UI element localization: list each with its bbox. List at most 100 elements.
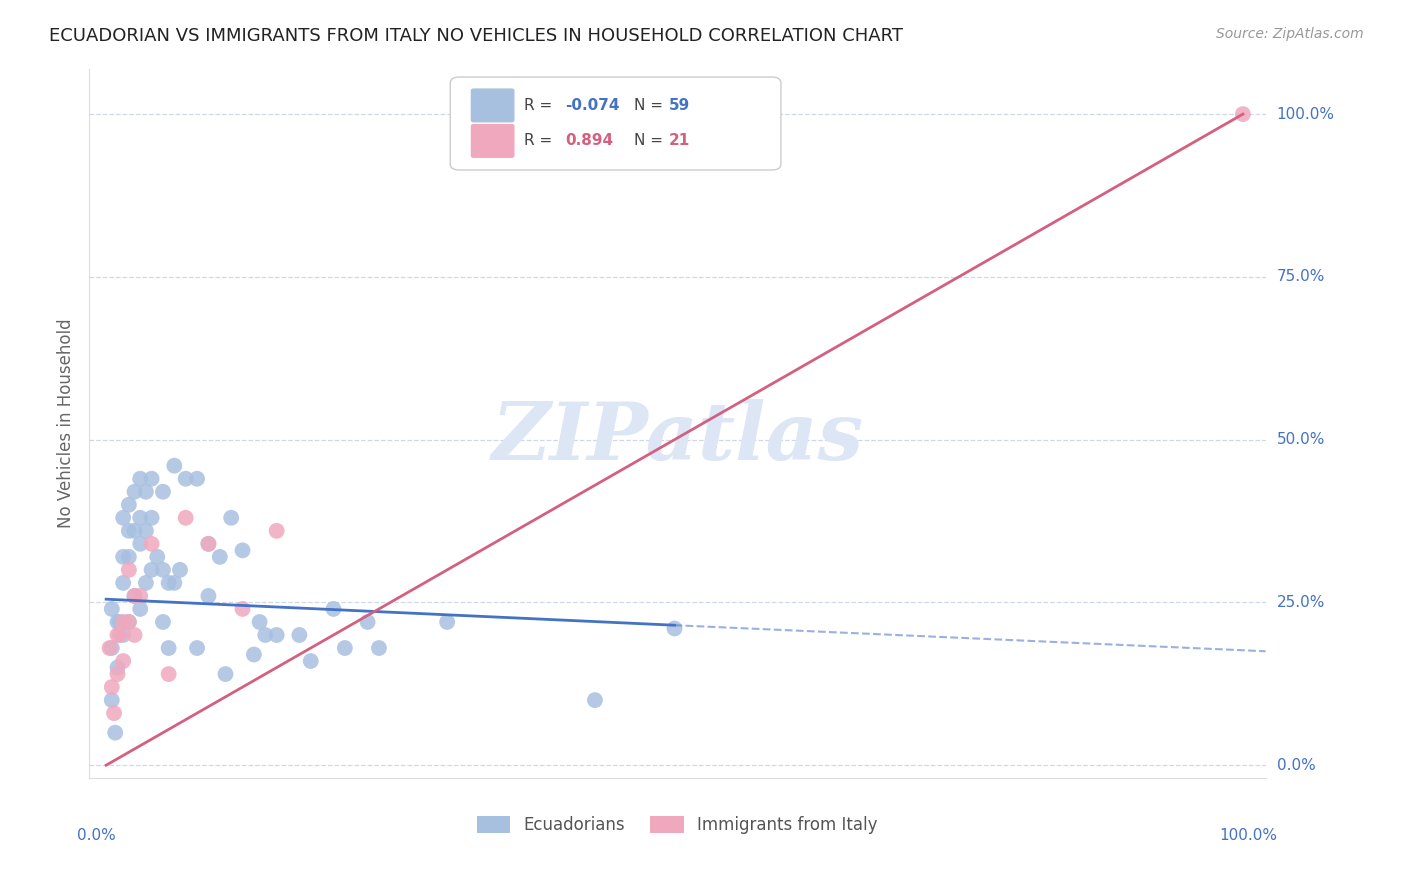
Point <box>174 510 197 524</box>
Point <box>163 575 186 590</box>
Point <box>208 549 231 564</box>
Point <box>112 510 135 524</box>
Point <box>112 615 135 629</box>
FancyBboxPatch shape <box>471 125 513 157</box>
Point <box>112 575 135 590</box>
Point <box>107 628 129 642</box>
Text: R =: R = <box>524 98 558 113</box>
Text: 0.894: 0.894 <box>565 134 613 148</box>
Text: 21: 21 <box>669 134 690 148</box>
Point <box>104 725 127 739</box>
Point <box>135 575 157 590</box>
Point <box>157 667 180 681</box>
Point <box>186 472 208 486</box>
Point <box>333 640 356 655</box>
Point <box>112 628 135 642</box>
Point <box>141 537 163 551</box>
Point <box>174 472 197 486</box>
Point <box>124 589 146 603</box>
Point <box>118 615 141 629</box>
Point <box>112 654 135 668</box>
Point <box>129 537 152 551</box>
Point <box>436 615 458 629</box>
Point <box>146 549 169 564</box>
Point <box>107 660 129 674</box>
Point <box>98 640 121 655</box>
Text: 50.0%: 50.0% <box>1277 432 1324 447</box>
Text: 59: 59 <box>669 98 690 113</box>
Point <box>299 654 322 668</box>
Point <box>124 589 146 603</box>
Point <box>249 615 271 629</box>
Point <box>157 640 180 655</box>
Point <box>129 472 152 486</box>
Text: 25.0%: 25.0% <box>1277 595 1324 610</box>
Point <box>101 680 124 694</box>
Text: 100.0%: 100.0% <box>1219 828 1278 843</box>
Point <box>118 549 141 564</box>
Point <box>232 543 254 558</box>
Point <box>124 484 146 499</box>
Text: ZIPatlas: ZIPatlas <box>491 399 863 476</box>
Point <box>197 589 219 603</box>
Point <box>219 510 242 524</box>
Point <box>101 602 124 616</box>
Point <box>101 693 124 707</box>
Point <box>243 648 266 662</box>
Point <box>107 667 129 681</box>
Point <box>152 563 174 577</box>
Point <box>169 563 191 577</box>
Point <box>583 693 606 707</box>
Text: N =: N = <box>634 98 668 113</box>
Point <box>118 563 141 577</box>
Point <box>266 524 288 538</box>
Point <box>254 628 277 642</box>
Point <box>288 628 311 642</box>
Point <box>664 622 686 636</box>
Point <box>108 628 131 642</box>
Point <box>368 640 391 655</box>
Point <box>118 615 141 629</box>
Point <box>141 563 163 577</box>
Text: 75.0%: 75.0% <box>1277 269 1324 285</box>
Point <box>356 615 378 629</box>
Point <box>124 524 146 538</box>
Point <box>135 484 157 499</box>
Point <box>129 602 152 616</box>
Text: 100.0%: 100.0% <box>1277 107 1334 121</box>
Point <box>129 589 152 603</box>
Point <box>135 524 157 538</box>
Point <box>101 640 124 655</box>
FancyBboxPatch shape <box>450 77 780 170</box>
Text: R =: R = <box>524 134 558 148</box>
Text: ECUADORIAN VS IMMIGRANTS FROM ITALY NO VEHICLES IN HOUSEHOLD CORRELATION CHART: ECUADORIAN VS IMMIGRANTS FROM ITALY NO V… <box>49 27 903 45</box>
Text: -0.074: -0.074 <box>565 98 620 113</box>
Text: 0.0%: 0.0% <box>1277 757 1316 772</box>
Point <box>152 615 174 629</box>
Point <box>118 498 141 512</box>
Point <box>129 510 152 524</box>
Point <box>163 458 186 473</box>
Point <box>186 640 208 655</box>
Point <box>266 628 288 642</box>
Point <box>112 549 135 564</box>
Point <box>108 615 131 629</box>
Y-axis label: No Vehicles in Household: No Vehicles in Household <box>58 318 75 528</box>
Text: Source: ZipAtlas.com: Source: ZipAtlas.com <box>1216 27 1364 41</box>
Point <box>1232 107 1254 121</box>
Point <box>141 472 163 486</box>
Point <box>197 537 219 551</box>
Point <box>118 524 141 538</box>
Text: N =: N = <box>634 134 668 148</box>
Point <box>103 706 125 720</box>
Legend: Ecuadorians, Immigrants from Italy: Ecuadorians, Immigrants from Italy <box>471 809 884 841</box>
Point <box>152 484 174 499</box>
Point <box>141 510 163 524</box>
Point <box>322 602 344 616</box>
Point <box>197 537 219 551</box>
Point <box>232 602 254 616</box>
FancyBboxPatch shape <box>471 89 513 121</box>
Point <box>157 575 180 590</box>
Point <box>107 615 129 629</box>
Point <box>124 628 146 642</box>
